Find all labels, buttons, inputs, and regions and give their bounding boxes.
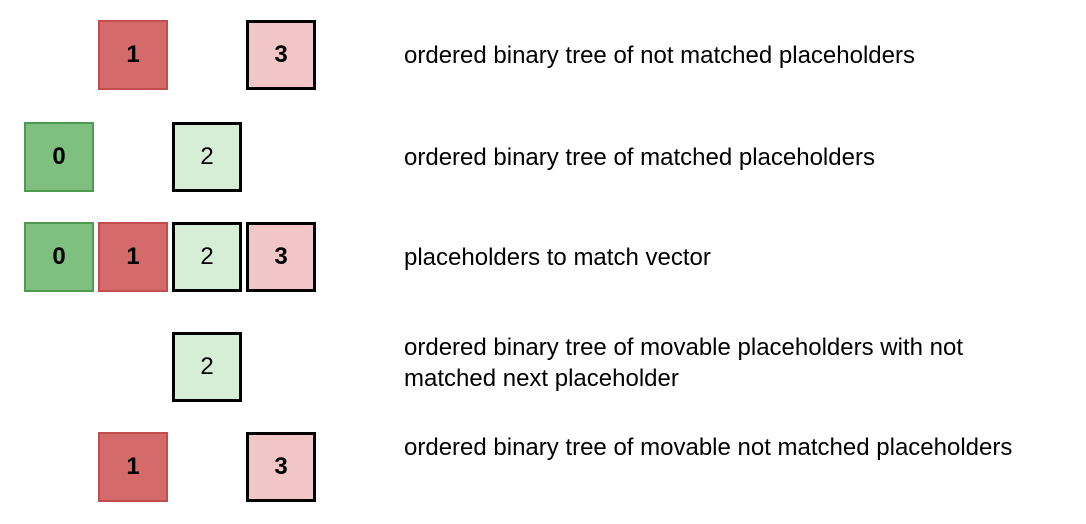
cell-r2-c0: 0 <box>24 222 94 292</box>
row-label-4: ordered binary tree of movable not match… <box>404 432 1012 463</box>
cell-value: 2 <box>200 143 213 171</box>
cell-value: 2 <box>200 243 213 271</box>
row-label-1: ordered binary tree of matched placehold… <box>404 142 875 173</box>
cell-r0-c1: 1 <box>98 20 168 90</box>
cell-value: 3 <box>274 41 287 69</box>
cell-r4-c1: 1 <box>98 432 168 502</box>
cell-value: 1 <box>126 41 139 69</box>
cell-value: 1 <box>126 453 139 481</box>
cell-r0-c3: 3 <box>246 20 316 90</box>
row-label-3: ordered binary tree of movable placehold… <box>404 332 1044 394</box>
cell-r1-c0: 0 <box>24 122 94 192</box>
cell-value: 3 <box>274 453 287 481</box>
cell-value: 2 <box>200 353 213 381</box>
cell-value: 3 <box>274 243 287 271</box>
cell-r4-c3: 3 <box>246 432 316 502</box>
placeholder-diagram: 1 3 ordered binary tree of not matched p… <box>0 0 1086 524</box>
cell-r2-c2: 2 <box>172 222 242 292</box>
cell-r2-c1: 1 <box>98 222 168 292</box>
cell-value: 1 <box>126 243 139 271</box>
row-label-0: ordered binary tree of not matched place… <box>404 40 915 71</box>
row-label-2: placeholders to match vector <box>404 242 711 273</box>
cell-value: 0 <box>52 143 65 171</box>
cell-r3-c2: 2 <box>172 332 242 402</box>
cell-r2-c3: 3 <box>246 222 316 292</box>
cell-r1-c2: 2 <box>172 122 242 192</box>
cell-value: 0 <box>52 243 65 271</box>
